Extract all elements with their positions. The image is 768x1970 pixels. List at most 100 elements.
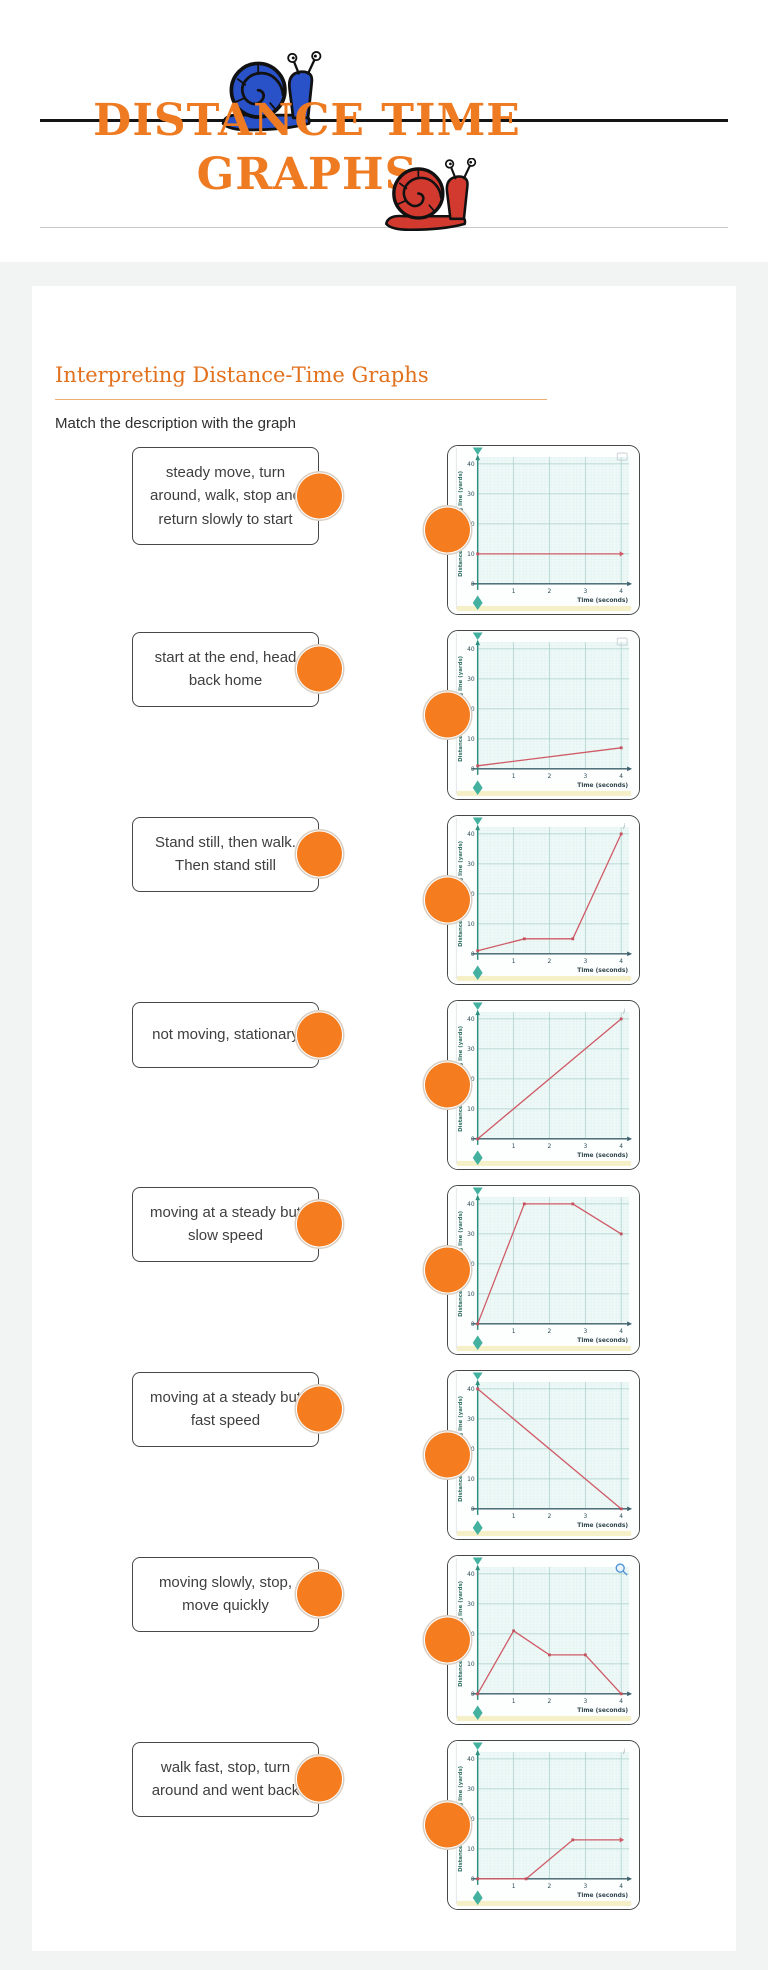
description-box: walk fast, stop, turn around and went ba… xyxy=(132,1742,342,1817)
svg-text:0: 0 xyxy=(471,1136,475,1143)
svg-text:4: 4 xyxy=(619,1883,623,1890)
match-dot-description[interactable] xyxy=(297,1201,342,1247)
svg-text:2: 2 xyxy=(548,1513,552,1520)
description-text: moving at a steady but fast speed xyxy=(150,1389,301,1430)
svg-text:1: 1 xyxy=(512,1143,516,1150)
match-dot-description[interactable] xyxy=(297,1756,342,1802)
match-dot-graph[interactable] xyxy=(425,1247,470,1293)
match-dot-graph[interactable] xyxy=(425,1432,470,1478)
match-dot-description[interactable] xyxy=(297,831,342,877)
match-row: moving at a steady but slow speed 0 10 20 3… xyxy=(55,1185,713,1370)
section-underline xyxy=(55,399,547,400)
svg-text:0: 0 xyxy=(471,1691,475,1698)
svg-text:4: 4 xyxy=(619,958,623,965)
svg-text:i: i xyxy=(623,823,625,831)
page-title: DISTANCE TIME GRAPHS xyxy=(0,94,614,202)
svg-text:30: 30 xyxy=(467,1601,475,1608)
svg-text:3: 3 xyxy=(583,588,587,595)
svg-text:10: 10 xyxy=(467,551,475,558)
svg-text:20: 20 xyxy=(467,1446,475,1453)
svg-text:20: 20 xyxy=(467,1816,475,1823)
svg-text:40: 40 xyxy=(467,1386,475,1393)
description-text: moving at a steady but slow speed xyxy=(150,1204,301,1245)
description-text: not moving, stationary xyxy=(152,1026,299,1044)
svg-text:2: 2 xyxy=(548,1143,552,1150)
match-dot-graph[interactable] xyxy=(425,1062,470,1108)
description-box: steady move, turn around, walk, stop and… xyxy=(132,447,342,545)
svg-text:4: 4 xyxy=(619,1513,623,1520)
match-dot-description[interactable] xyxy=(297,1012,342,1058)
svg-text:3: 3 xyxy=(583,1883,587,1890)
svg-text:20: 20 xyxy=(467,706,475,713)
svg-text:2: 2 xyxy=(548,773,552,780)
description-box: moving slowly, stop, move quickly xyxy=(132,1557,342,1632)
svg-text:3: 3 xyxy=(583,958,587,965)
description-box: moving at a steady but fast speed xyxy=(132,1372,342,1447)
worksheet-body: Interpreting Distance-Time Graphs Match … xyxy=(32,286,736,1951)
svg-text:3: 3 xyxy=(583,1328,587,1335)
svg-text:10: 10 xyxy=(467,1291,475,1298)
match-dot-graph[interactable] xyxy=(425,1802,470,1848)
svg-text:3: 3 xyxy=(583,1513,587,1520)
svg-text:30: 30 xyxy=(467,676,475,683)
match-dot-description[interactable] xyxy=(297,1571,342,1617)
svg-text:2: 2 xyxy=(548,1328,552,1335)
svg-text:40: 40 xyxy=(467,1571,475,1578)
svg-text:i: i xyxy=(623,1748,625,1756)
svg-text:1: 1 xyxy=(512,773,516,780)
match-dot-graph[interactable] xyxy=(425,877,470,923)
svg-text:20: 20 xyxy=(467,1261,475,1268)
svg-text:2: 2 xyxy=(548,1883,552,1890)
svg-text:4: 4 xyxy=(619,1328,623,1335)
svg-text:0: 0 xyxy=(471,1321,475,1328)
svg-text:40: 40 xyxy=(467,831,475,838)
svg-text:40: 40 xyxy=(467,461,475,468)
match-dot-graph[interactable] xyxy=(425,1617,470,1663)
svg-text:2: 2 xyxy=(548,1698,552,1705)
match-dot-description[interactable] xyxy=(297,473,342,519)
svg-text:1: 1 xyxy=(512,1513,516,1520)
svg-text:30: 30 xyxy=(467,1046,475,1053)
match-row: steady move, turn around, walk, stop and… xyxy=(55,445,713,630)
svg-text:30: 30 xyxy=(467,1786,475,1793)
match-dot-graph[interactable] xyxy=(425,507,470,553)
description-text: Stand still, then walk. Then stand still xyxy=(155,834,296,875)
red-snail-icon xyxy=(384,158,477,232)
svg-text:1: 1 xyxy=(512,958,516,965)
svg-text:40: 40 xyxy=(467,1756,475,1763)
svg-text:30: 30 xyxy=(467,861,475,868)
svg-text:Time (seconds): Time (seconds) xyxy=(577,1522,628,1529)
svg-text:10: 10 xyxy=(467,921,475,928)
svg-text:3: 3 xyxy=(583,1698,587,1705)
title-divider xyxy=(40,119,728,122)
description-box: Stand still, then walk. Then stand still xyxy=(132,817,342,892)
match-row: not moving, stationary 0 10 20 30 40 1 2 3 4 Time… xyxy=(55,1000,713,1185)
match-dot-description[interactable] xyxy=(297,1386,342,1432)
svg-text:10: 10 xyxy=(467,1106,475,1113)
svg-text:20: 20 xyxy=(467,891,475,898)
svg-text:1: 1 xyxy=(512,1698,516,1705)
match-dot-graph[interactable] xyxy=(425,692,470,738)
match-list: steady move, turn around, walk, stop and… xyxy=(55,445,713,1925)
match-dot-description[interactable] xyxy=(297,646,342,692)
description-text: steady move, turn around, walk, stop and… xyxy=(150,464,301,528)
svg-text:3: 3 xyxy=(583,1143,587,1150)
match-row: moving at a steady but fast speed 0 10 20 3… xyxy=(55,1370,713,1555)
svg-text:2: 2 xyxy=(548,588,552,595)
svg-text:20: 20 xyxy=(467,521,475,528)
svg-text:3: 3 xyxy=(583,773,587,780)
svg-text:4: 4 xyxy=(619,1698,623,1705)
svg-text:Time (seconds): Time (seconds) xyxy=(577,597,628,604)
svg-text:Time (seconds): Time (seconds) xyxy=(577,1892,628,1899)
svg-text:0: 0 xyxy=(471,766,475,773)
